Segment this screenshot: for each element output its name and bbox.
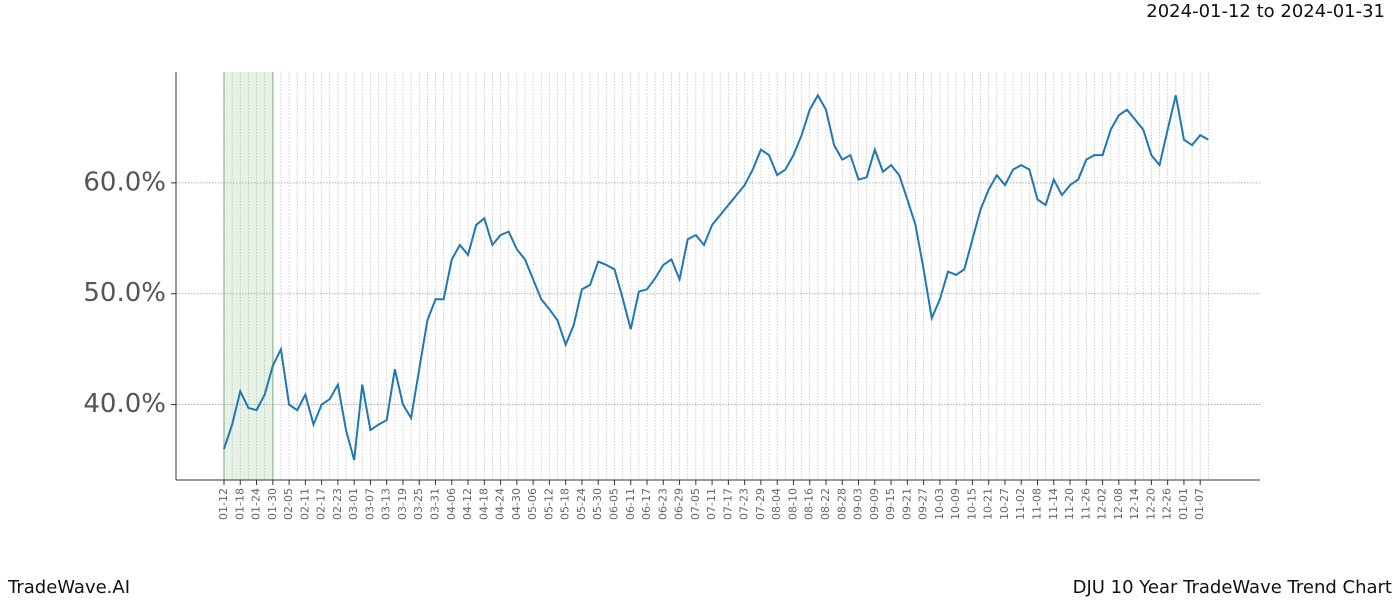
x-tick-label: 03-19 <box>396 488 409 520</box>
x-tick-label: 04-30 <box>510 488 523 520</box>
x-tick-label: 04-18 <box>477 488 490 520</box>
x-tick-label: 11-08 <box>1031 488 1044 520</box>
x-tick-label: 08-10 <box>786 488 799 520</box>
x-tick-label: 12-08 <box>1112 488 1125 520</box>
x-tick-label: 11-20 <box>1063 488 1076 520</box>
x-tick-label: 02-11 <box>298 488 311 520</box>
x-tick-label: 09-27 <box>917 488 930 520</box>
x-tick-label: 08-28 <box>835 488 848 520</box>
x-tick-label: 08-16 <box>803 488 816 520</box>
x-tick-label: 01-18 <box>233 488 246 520</box>
x-tick-label: 01-24 <box>250 488 263 520</box>
y-tick-label: 40.0% <box>83 389 166 419</box>
x-tick-label: 12-14 <box>1128 488 1141 520</box>
brand: TradeWave.AI <box>7 577 130 598</box>
x-tick-label: 02-05 <box>282 488 295 520</box>
x-tick-label: 05-24 <box>575 488 588 520</box>
x-tick-label: 10-15 <box>965 488 978 520</box>
x-tick-label: 06-11 <box>624 488 637 520</box>
x-tick-label: 04-12 <box>461 488 474 520</box>
x-tick-label: 11-02 <box>1014 488 1027 520</box>
x-tick-label: 01-01 <box>1177 488 1190 520</box>
x-tick-label: 12-26 <box>1161 488 1174 520</box>
x-tick-label: 10-21 <box>982 488 995 520</box>
x-tick-label: 05-18 <box>559 488 572 520</box>
x-tick-label: 06-29 <box>673 488 686 520</box>
x-tick-label: 07-11 <box>705 488 718 520</box>
x-tick-label: 09-21 <box>900 488 913 520</box>
x-tick-label: 06-05 <box>607 488 620 520</box>
x-tick-label: 02-17 <box>315 488 328 520</box>
x-tick-label: 06-23 <box>656 488 669 520</box>
chart-name: DJU 10 Year TradeWave Trend Chart <box>1073 577 1392 598</box>
x-tick-label: 12-20 <box>1144 488 1157 520</box>
x-tick-label: 01-12 <box>217 488 230 520</box>
x-tick-label: 06-17 <box>640 488 653 520</box>
x-tick-label: 10-27 <box>998 488 1011 520</box>
x-tick-label: 09-09 <box>868 488 881 520</box>
x-tick-label: 07-05 <box>689 488 702 520</box>
x-tick-label: 04-06 <box>445 488 458 520</box>
x-tick-label: 10-03 <box>933 488 946 520</box>
x-tick-label: 07-17 <box>721 488 734 520</box>
x-tick-label: 01-30 <box>266 488 279 520</box>
x-tick-label: 09-15 <box>884 488 897 520</box>
x-tick-label: 03-07 <box>363 488 376 520</box>
trend-line <box>223 93 1209 461</box>
x-tick-label: 01-07 <box>1193 488 1206 520</box>
y-tick-label: 50.0% <box>83 278 166 308</box>
x-tick-label: 05-12 <box>542 488 555 520</box>
x-tick-label: 03-13 <box>380 488 393 520</box>
x-tick-label: 05-06 <box>526 488 539 520</box>
x-tick-label: 03-31 <box>429 488 442 520</box>
x-tick-label: 02-23 <box>331 488 344 520</box>
x-tick-label: 11-26 <box>1079 488 1092 520</box>
x-tick-label: 04-24 <box>494 488 507 520</box>
x-tick-label: 12-02 <box>1096 488 1109 520</box>
x-tick-label: 11-14 <box>1047 488 1060 520</box>
x-tick-label: 07-23 <box>738 488 751 520</box>
x-tick-label: 09-03 <box>852 488 865 520</box>
x-tick-label: 10-09 <box>949 488 962 520</box>
x-tick-label: 08-22 <box>819 488 832 520</box>
x-tick-label: 07-29 <box>754 488 767 520</box>
x-tick-label: 05-30 <box>591 488 604 520</box>
y-tick-label: 60.0% <box>83 167 166 197</box>
x-tick-label: 08-04 <box>770 488 783 520</box>
x-tick-label: 03-25 <box>412 488 425 520</box>
x-tick-label: 03-01 <box>347 488 360 520</box>
date-range: 2024-01-12 to 2024-01-31 <box>1146 1 1385 22</box>
